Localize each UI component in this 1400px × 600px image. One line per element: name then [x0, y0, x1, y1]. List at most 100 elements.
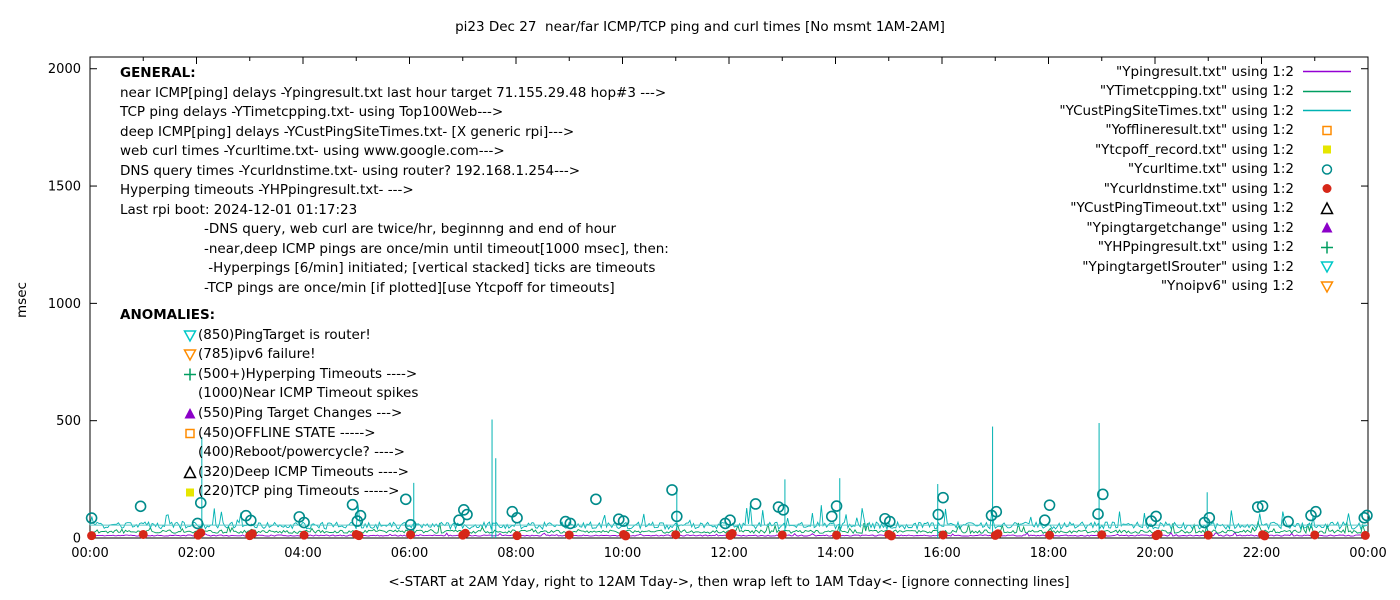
general-note: -Hyperpings [6/min] initiated; [vertical…: [204, 260, 656, 276]
circle-open-marker-icon: [1321, 164, 1333, 175]
y-tick-label: 0: [73, 532, 81, 547]
legend-label: "Ycurldnstime.txt" using 1:2: [1103, 180, 1294, 197]
anomaly-text: (850)PingTarget is router!: [198, 326, 371, 343]
legend-sample: [1300, 220, 1354, 235]
x-tick-label: 04:00: [284, 546, 321, 561]
anomaly-item: (550)Ping Target Changes --->: [120, 404, 418, 424]
anomaly-marker: [182, 465, 198, 480]
legend-entry: "Ynoipv6" using 1:2: [1059, 277, 1354, 297]
y-tick-label: 500: [56, 414, 81, 429]
legend-entry: "YpingtargetISrouter" using 1:2: [1059, 257, 1354, 277]
legend-entry: "Ycurldnstime.txt" using 1:2: [1059, 179, 1354, 199]
line-sample-icon: [1303, 70, 1351, 73]
legend-label: "YpingtargetISrouter" using 1:2: [1082, 258, 1294, 275]
legend-label: "YHPpingresult.txt" using 1:2: [1097, 239, 1294, 256]
x-tick-label: 06:00: [391, 546, 428, 561]
general-line: TCP ping delays -YTimetcpping.txt- using…: [120, 104, 504, 120]
x-tick-label: 00:00: [1349, 546, 1386, 561]
x-tick-label: 12:00: [710, 546, 747, 561]
anomaly-item: (450)OFFLINE STATE ----->: [120, 424, 418, 444]
x-tick-label: 14:00: [817, 546, 854, 561]
legend-label: "YCustPingSiteTimes.txt" using 1:2: [1059, 102, 1294, 119]
anomaly-text: (550)Ping Target Changes --->: [198, 404, 403, 421]
x-tick-label: 02:00: [178, 546, 215, 561]
legend-sample: [1300, 279, 1354, 294]
legend-sample: [1300, 84, 1354, 99]
anomaly-marker: [182, 445, 198, 460]
anomaly-marker: [182, 387, 198, 402]
legend-sample: [1300, 142, 1354, 157]
legend: "Ypingresult.txt" using 1:2 "YTimetcpping…: [1059, 62, 1354, 296]
plus-marker-icon: [184, 368, 196, 381]
general-note: -near,deep ICMP pings are once/min until…: [204, 240, 669, 257]
anomaly-item: (500+)Hyperping Timeouts ---->: [120, 365, 418, 385]
legend-label: "Ynoipv6" using 1:2: [1160, 278, 1294, 295]
x-tick-label: 16:00: [923, 546, 960, 561]
general-line: deep ICMP[ping] delays -YCustPingSiteTim…: [120, 123, 575, 140]
x-axis-label: <-START at 2AM Yday, right to 12AM Tday-…: [388, 574, 1070, 590]
anomaly-item: (220)TCP ping Timeouts ----->: [120, 482, 418, 502]
anomaly-marker: [182, 328, 198, 343]
anomalies-block: ANOMALIES: (850)PingTarget is router! (785…: [120, 306, 418, 502]
y-tick-label: 1000: [48, 297, 81, 312]
anomaly-text: (400)Reboot/powercycle? ---->: [198, 444, 405, 461]
square-filled-marker-icon: [1323, 145, 1331, 154]
general-note: -DNS query, web curl are twice/hr, begin…: [204, 221, 617, 237]
anomaly-text: (500+)Hyperping Timeouts ---->: [198, 365, 418, 382]
x-tick-label: 20:00: [1136, 546, 1173, 561]
legend-entry: "YCustPingSiteTimes.txt" using 1:2: [1059, 101, 1354, 121]
legend-entry: "Ytcpoff_record.txt" using 1:2: [1059, 140, 1354, 160]
circle-filled-marker-icon: [1322, 184, 1332, 194]
y-tick-label: 1500: [48, 180, 81, 195]
general-line: DNS query times -Ycurldnstime.txt- using…: [120, 162, 581, 179]
square-open-marker-icon: [185, 428, 195, 439]
anomaly-item: (320)Deep ICMP Timeouts ---->: [120, 463, 418, 483]
anomaly-item: (850)PingTarget is router!: [120, 326, 418, 346]
axes: 0 500 1000 1500 2000 00:00 02:00 04:00 06:00 08:0…: [48, 56, 1387, 561]
legend-sample: [1300, 123, 1354, 138]
tri-up-filled-marker-icon: [184, 408, 196, 419]
anomaly-marker: [182, 347, 198, 363]
legend-sample: [1300, 103, 1354, 118]
legend-sample: [1300, 162, 1354, 177]
anomaly-item: (785)ipv6 failure!: [120, 345, 418, 365]
legend-label: "Ycurltime.txt" using 1:2: [1127, 161, 1294, 178]
plus-marker-icon: [1321, 241, 1333, 254]
anomaly-text: (450)OFFLINE STATE ----->: [198, 424, 376, 441]
general-line: Last rpi boot: 2024-12-01 01:17:23: [120, 201, 358, 218]
anomaly-marker: [182, 426, 198, 441]
series-dns-times: [87, 528, 1370, 541]
legend-entry: "Ycurltime.txt" using 1:2: [1059, 160, 1354, 180]
legend-sample: [1300, 240, 1354, 255]
legend-sample: [1300, 201, 1354, 216]
legend-entry: "YTimetcpping.txt" using 1:2: [1059, 82, 1354, 102]
legend-sample: [1300, 259, 1354, 274]
legend-label: "Ypingtargetchange" using 1:2: [1086, 219, 1294, 236]
tri-down-open-marker-icon: [183, 330, 197, 343]
legend-entry: "Ypingtargetchange" using 1:2: [1059, 218, 1354, 238]
x-tick-label: 00:00: [71, 546, 108, 561]
legend-entry: "Ypingresult.txt" using 1:2: [1059, 62, 1354, 82]
tri-down-open-marker-icon: [1320, 261, 1334, 274]
general-heading: GENERAL:: [120, 65, 196, 81]
x-tick-label: 08:00: [497, 546, 534, 561]
chart-title: pi23 Dec 27 near/far ICMP/TCP ping and c…: [455, 19, 945, 35]
anomaly-item: (1000)Near ICMP Timeout spikes: [120, 384, 418, 404]
square-open-marker-icon: [1322, 125, 1332, 135]
tri-up-open-marker-icon: [1320, 201, 1334, 214]
anomaly-text: (320)Deep ICMP Timeouts ---->: [198, 463, 409, 480]
anomaly-text: (785)ipv6 failure!: [198, 346, 316, 363]
legend-entry: "YCustPingTimeout.txt" using 1:2: [1059, 199, 1354, 219]
tri-up-filled-marker-icon: [1321, 222, 1333, 233]
legend-label: "Ypingresult.txt" using 1:2: [1116, 63, 1294, 80]
x-tick-label: 18:00: [1030, 546, 1067, 561]
tri-down-open-marker-icon: [1320, 281, 1334, 294]
legend-label: "YTimetcpping.txt" using 1:2: [1099, 83, 1294, 100]
legend-sample: [1300, 181, 1354, 196]
x-tick-label: 22:00: [1243, 546, 1280, 561]
general-note: -TCP pings are once/min [if plotted][use…: [204, 279, 615, 296]
legend-entry: "YHPpingresult.txt" using 1:2: [1059, 238, 1354, 258]
legend-label: "Ytcpoff_record.txt" using 1:2: [1094, 141, 1294, 158]
